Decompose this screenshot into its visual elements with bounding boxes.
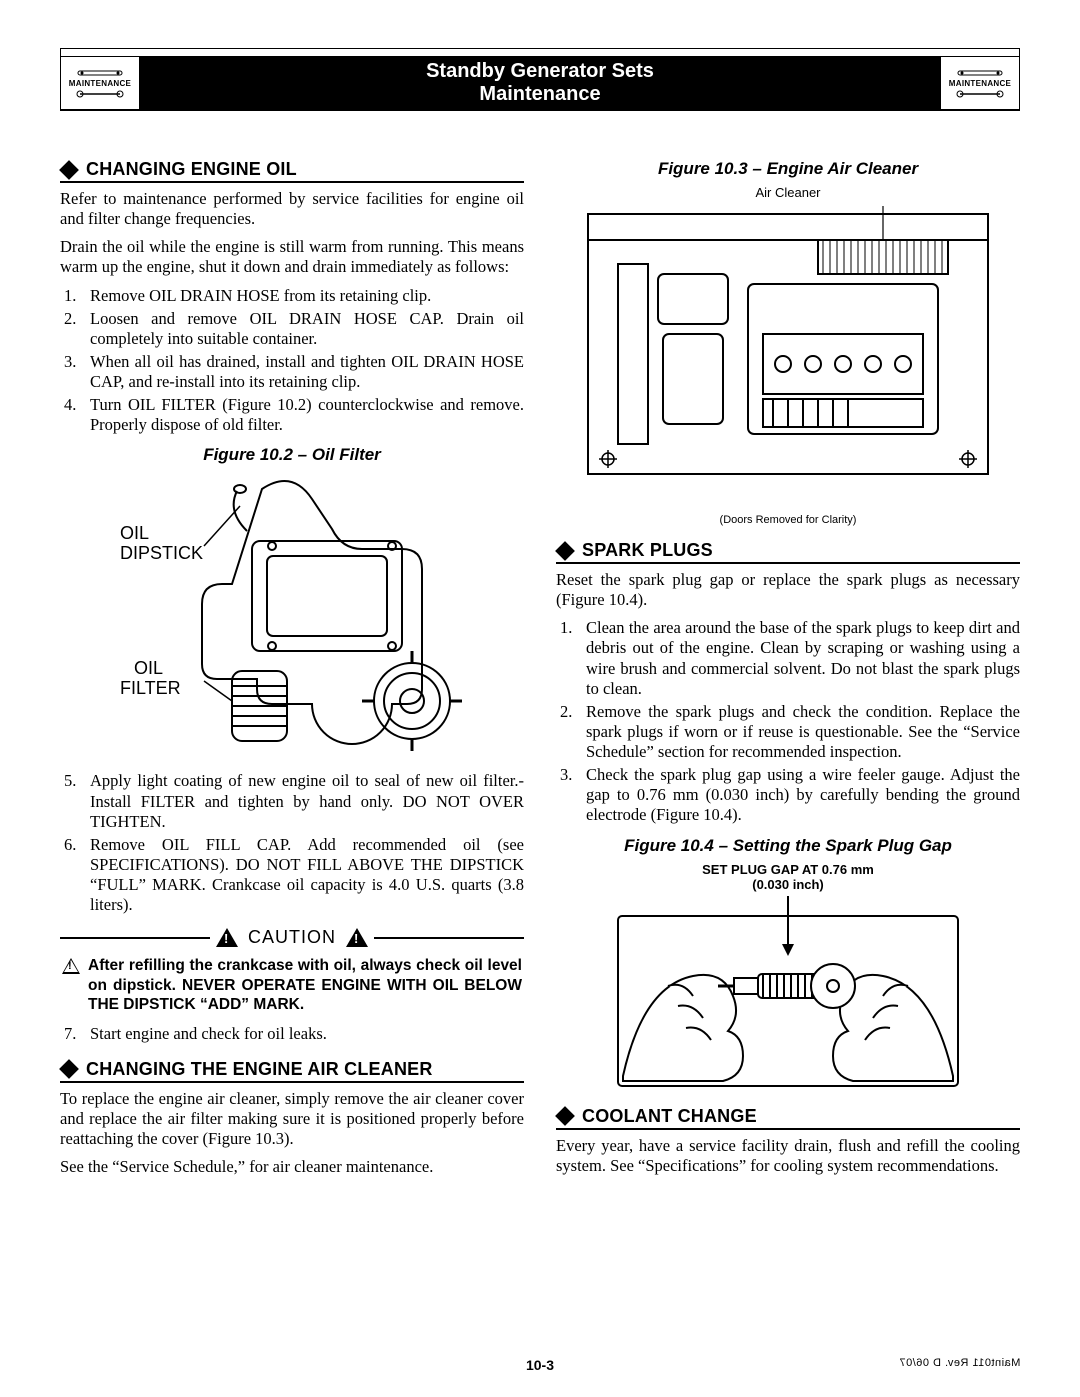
content-columns: CHANGING ENGINE OIL Refer to maintenance… — [60, 159, 1020, 1185]
step: Remove OIL DRAIN HOSE from its retaining… — [60, 286, 524, 306]
oil-filter-diagram: OIL DIPSTICK OIL FILTER — [112, 471, 472, 761]
section-title: COOLANT CHANGE — [582, 1106, 757, 1127]
label-oil-dipstick: OIL — [120, 523, 149, 543]
header-title-line1: Standby Generator Sets — [426, 60, 654, 83]
step: Apply light coating of new engine oil to… — [60, 771, 524, 831]
header-rule — [60, 110, 1020, 111]
step: Clean the area around the base of the sp… — [556, 618, 1020, 699]
caution-body: After refilling the crankcase with oil, … — [88, 956, 522, 1014]
figure-10-2-caption: Figure 10.2 – Oil Filter — [60, 445, 524, 465]
warning-icon — [62, 958, 80, 974]
step: Turn OIL FILTER (Figure 10.2) counterclo… — [60, 395, 524, 435]
left-column: CHANGING ENGINE OIL Refer to maintenance… — [60, 159, 524, 1185]
paragraph: See the “Service Schedule,” for air clea… — [60, 1157, 524, 1177]
top-frame — [60, 48, 1020, 56]
spark-plug-gap-diagram — [608, 896, 968, 1096]
wrench-icon — [76, 89, 124, 99]
figure-10-4-label1: SET PLUG GAP AT 0.76 mm — [556, 862, 1020, 877]
step: Remove the spark plugs and check the con… — [556, 702, 1020, 762]
header-badge-left: MAINTENANCE — [60, 56, 140, 110]
step: Start engine and check for oil leaks. — [60, 1024, 524, 1044]
header-badge-label: MAINTENANCE — [69, 79, 131, 88]
header-badge-right: MAINTENANCE — [940, 56, 1020, 110]
svg-text:DIPSTICK: DIPSTICK — [120, 543, 203, 563]
paragraph: Refer to maintenance performed by servic… — [60, 189, 524, 229]
figure-10-3-caption: Figure 10.3 – Engine Air Cleaner — [556, 159, 1020, 179]
paragraph: Every year, have a service facility drai… — [556, 1136, 1020, 1176]
page-number: 10-3 — [526, 1357, 554, 1373]
figure-10-4 — [556, 896, 1020, 1096]
figure-10-3-top-label: Air Cleaner — [556, 185, 1020, 200]
section-changing-air-cleaner: CHANGING THE ENGINE AIR CLEANER — [60, 1059, 524, 1083]
header-title-line2: Maintenance — [479, 83, 600, 106]
svg-text:FILTER: FILTER — [120, 678, 181, 698]
paragraph: To replace the engine air cleaner, simpl… — [60, 1089, 524, 1149]
wrench-icon — [76, 68, 124, 78]
caution-label: CAUTION — [248, 927, 336, 948]
caution-text: After refilling the crankcase with oil, … — [62, 956, 522, 1014]
section-spark-plugs: SPARK PLUGS — [556, 540, 1020, 564]
step: Check the spark plug gap using a wire fe… — [556, 765, 1020, 825]
revision-stamp: Maint011 Rev. D 06/07 — [899, 1357, 1020, 1369]
step: Remove OIL FILL CAP. Add recommended oil… — [60, 835, 524, 916]
figure-10-3 — [556, 204, 1020, 504]
steps-list-b: Apply light coating of new engine oil to… — [60, 771, 524, 915]
step: Loosen and remove OIL DRAIN HOSE CAP. Dr… — [60, 309, 524, 349]
wrench-icon — [956, 89, 1004, 99]
header-badge-label: MAINTENANCE — [949, 79, 1011, 88]
diamond-icon — [555, 541, 575, 561]
caution-bar: CAUTION — [60, 927, 524, 948]
label-oil-filter: OIL — [134, 658, 163, 678]
section-title: CHANGING ENGINE OIL — [86, 159, 297, 180]
steps-list-c: Start engine and check for oil leaks. — [60, 1024, 524, 1044]
steps-list-a: Remove OIL DRAIN HOSE from its retaining… — [60, 286, 524, 436]
paragraph: Reset the spark plug gap or replace the … — [556, 570, 1020, 610]
air-cleaner-diagram — [578, 204, 998, 504]
section-title: SPARK PLUGS — [582, 540, 713, 561]
section-coolant-change: COOLANT CHANGE — [556, 1106, 1020, 1130]
figure-10-2: OIL DIPSTICK OIL FILTER — [60, 471, 524, 761]
diamond-icon — [59, 160, 79, 180]
figure-10-4-label2: (0.030 inch) — [556, 877, 1020, 892]
step: When all oil has drained, install and ti… — [60, 352, 524, 392]
diamond-icon — [59, 1059, 79, 1079]
warning-icon — [346, 928, 368, 947]
header-bar: MAINTENANCE Standby Generator Sets Maint… — [60, 56, 1020, 110]
page-footer: 10-3 Maint011 Rev. D 06/07 — [60, 1357, 1020, 1369]
section-title: CHANGING THE ENGINE AIR CLEANER — [86, 1059, 433, 1080]
steps-list-spark: Clean the area around the base of the sp… — [556, 618, 1020, 825]
figure-10-4-caption: Figure 10.4 – Setting the Spark Plug Gap — [556, 836, 1020, 856]
paragraph: Drain the oil while the engine is still … — [60, 237, 524, 277]
diamond-icon — [555, 1106, 575, 1126]
right-column: Figure 10.3 – Engine Air Cleaner Air Cle… — [556, 159, 1020, 1185]
warning-icon — [216, 928, 238, 947]
header-title: Standby Generator Sets Maintenance — [140, 56, 940, 110]
figure-10-3-bottom-label: (Doors Removed for Clarity) — [556, 514, 1020, 526]
section-changing-engine-oil: CHANGING ENGINE OIL — [60, 159, 524, 183]
wrench-icon — [956, 68, 1004, 78]
